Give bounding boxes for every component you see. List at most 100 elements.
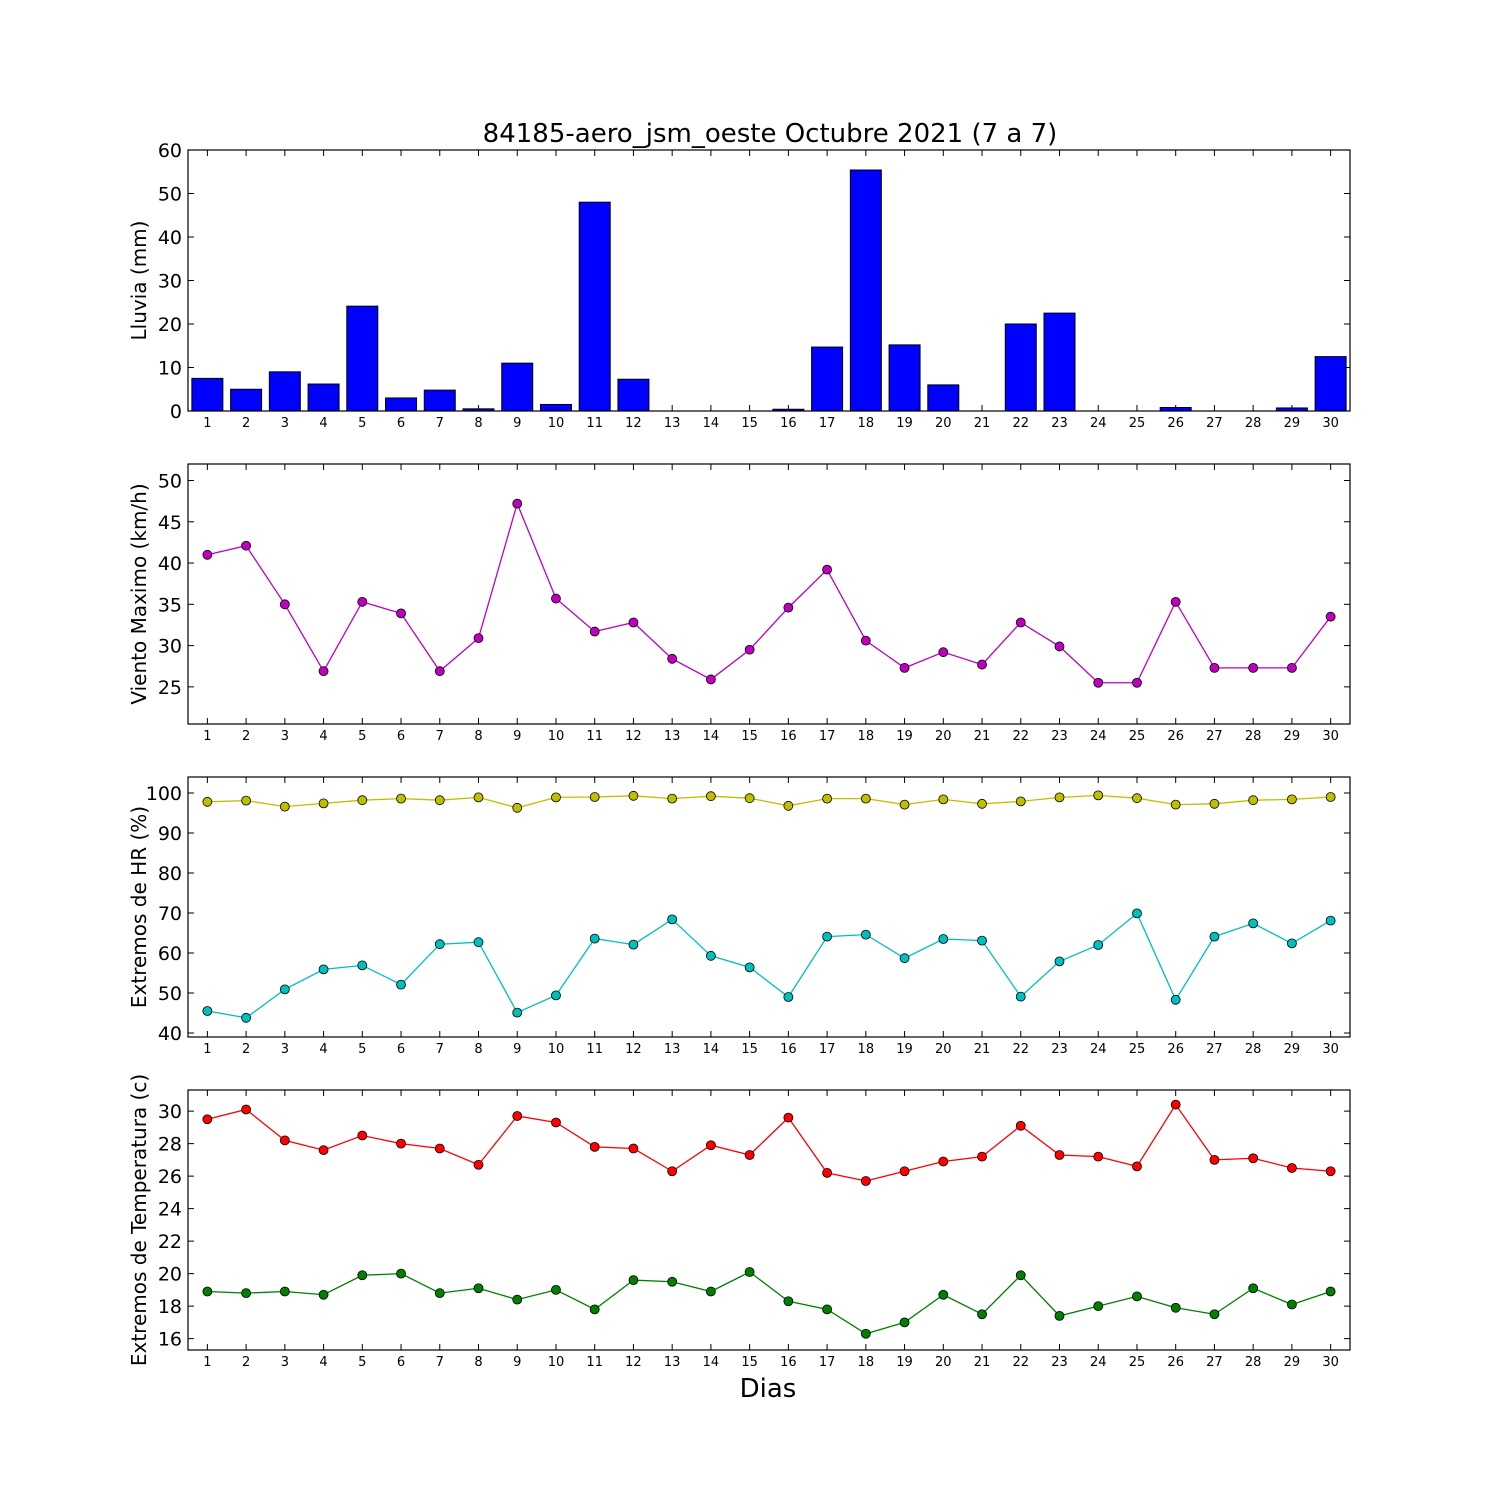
viento-xtick-label: 30 bbox=[1322, 729, 1339, 744]
hr-xtick-label: 4 bbox=[319, 1042, 327, 1057]
temperatura-xtick-label: 7 bbox=[436, 1355, 444, 1370]
hr-series-point bbox=[822, 793, 832, 804]
viento-series-point bbox=[1209, 662, 1220, 673]
temperatura-series-point bbox=[938, 1289, 949, 1300]
lluvia-xtick-label: 3 bbox=[281, 416, 289, 431]
viento-xtick-label: 4 bbox=[319, 729, 327, 744]
temperatura-xtick-label: 10 bbox=[548, 1355, 565, 1370]
temperatura-ytick-label: 18 bbox=[158, 1296, 182, 1318]
temperatura-series-point bbox=[783, 1112, 794, 1123]
hr-series-point bbox=[706, 950, 716, 961]
hr-series-point bbox=[357, 795, 368, 806]
lluvia-ytick-label: 0 bbox=[170, 401, 182, 423]
temperatura-series-point bbox=[1287, 1163, 1297, 1173]
hr-series-point bbox=[551, 990, 561, 1001]
temperatura-xtick-label: 24 bbox=[1090, 1355, 1107, 1370]
temperatura-series-point bbox=[434, 1288, 445, 1299]
temperatura-xtick-label: 26 bbox=[1167, 1355, 1184, 1370]
hr-series-point bbox=[977, 935, 987, 946]
viento-series-point bbox=[938, 647, 949, 658]
hr-series-point bbox=[396, 793, 406, 804]
lluvia-bar bbox=[385, 397, 418, 412]
hr-xtick-label: 2 bbox=[242, 1042, 250, 1057]
viento-xtick-label: 9 bbox=[513, 729, 521, 744]
hr-axes-frame bbox=[187, 776, 1351, 1038]
hr-xtick-label: 12 bbox=[625, 1042, 642, 1057]
temperatura-series-point bbox=[396, 1138, 406, 1149]
temperatura-ytick-label: 20 bbox=[158, 1264, 182, 1286]
hr-series-point bbox=[938, 934, 949, 944]
viento-series-point bbox=[202, 549, 213, 560]
temperatura-series-point bbox=[977, 1151, 987, 1162]
hr-series-point bbox=[860, 929, 871, 940]
viento-xtick-label: 11 bbox=[586, 729, 603, 744]
viento-xtick-label: 21 bbox=[974, 729, 991, 744]
temperatura-series-point bbox=[512, 1294, 523, 1305]
viento-series-point bbox=[977, 659, 987, 670]
lluvia-xtick-label: 14 bbox=[703, 416, 720, 431]
temperatura-ytick-label: 30 bbox=[158, 1101, 182, 1123]
temperatura-series-point bbox=[977, 1309, 987, 1320]
temperatura-series-point bbox=[628, 1275, 639, 1286]
temperatura-series-point bbox=[744, 1150, 755, 1160]
viento-series-line bbox=[207, 501, 1332, 684]
viento-series-point bbox=[279, 599, 290, 610]
temperatura-xtick-label: 2 bbox=[242, 1355, 250, 1370]
lluvia-bar bbox=[849, 169, 882, 412]
temperatura-xtick-label: 21 bbox=[974, 1355, 991, 1370]
hr-series-point bbox=[1093, 790, 1104, 801]
hr-series-point bbox=[744, 962, 755, 973]
lluvia-ytick-label: 10 bbox=[158, 358, 182, 380]
viento-series-point bbox=[1287, 662, 1297, 673]
lluvia-xtick-label: 13 bbox=[664, 416, 681, 431]
lluvia-xtick-label: 10 bbox=[548, 416, 565, 431]
hr-series-point bbox=[318, 798, 329, 809]
lluvia-bar bbox=[307, 383, 340, 412]
lluvia-bar bbox=[230, 388, 263, 412]
viento-series-point bbox=[241, 540, 252, 551]
viento-xtick-label: 20 bbox=[935, 729, 952, 744]
hr-series-point bbox=[1015, 991, 1026, 1002]
hr-series-point bbox=[822, 931, 832, 942]
temperatura-series-point bbox=[706, 1286, 716, 1297]
temperatura-series-point bbox=[1170, 1302, 1181, 1313]
hr-series-line bbox=[207, 912, 1331, 1019]
hr-series-point bbox=[202, 796, 213, 807]
temperatura-xtick-label: 17 bbox=[819, 1355, 836, 1370]
viento-xtick-label: 12 bbox=[625, 729, 642, 744]
viento-xtick-label: 16 bbox=[780, 729, 797, 744]
lluvia-bar bbox=[423, 389, 456, 412]
temperatura-xtick-label: 12 bbox=[625, 1355, 642, 1370]
temperatura-series-point bbox=[512, 1111, 523, 1121]
hr-series-point bbox=[1209, 931, 1220, 942]
viento-series-point bbox=[1015, 617, 1026, 628]
temperatura-series-point bbox=[1325, 1286, 1336, 1297]
hr-ytick-label: 40 bbox=[158, 1023, 182, 1045]
hr-series-point bbox=[783, 992, 794, 1002]
hr-xtick-label: 1 bbox=[203, 1042, 211, 1057]
lluvia-xtick-label: 30 bbox=[1322, 416, 1339, 431]
temperatura-series-point bbox=[667, 1276, 678, 1287]
temperatura-series-point bbox=[1132, 1291, 1142, 1302]
temperatura-series-point bbox=[1093, 1301, 1104, 1312]
lluvia-xtick-label: 8 bbox=[474, 416, 482, 431]
temperatura-series-point bbox=[1054, 1150, 1065, 1160]
temperatura-series-point bbox=[551, 1284, 561, 1295]
viento-xtick-label: 13 bbox=[664, 729, 681, 744]
lluvia-xtick-label: 9 bbox=[513, 416, 521, 431]
hr-xtick-label: 21 bbox=[974, 1042, 991, 1057]
temperatura-xtick-label: 25 bbox=[1129, 1355, 1146, 1370]
temperatura-series-point bbox=[744, 1267, 755, 1277]
lluvia-xtick-label: 17 bbox=[819, 416, 836, 431]
hr-xtick-label: 10 bbox=[548, 1042, 565, 1057]
temperatura-series-point bbox=[1248, 1153, 1259, 1164]
hr-ytick-label: 80 bbox=[158, 863, 182, 885]
viento-series-point bbox=[589, 626, 600, 637]
hr-xtick-label: 24 bbox=[1090, 1042, 1107, 1057]
lluvia-bar bbox=[578, 201, 611, 412]
hr-series-point bbox=[318, 964, 329, 975]
